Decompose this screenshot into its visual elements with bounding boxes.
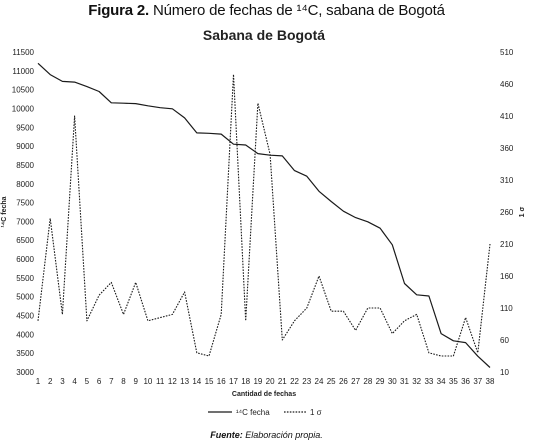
y-left-tick-label: 10500 (12, 86, 35, 95)
y-left-tick-label: 11000 (12, 67, 34, 76)
series-line-c14-fecha (37, 62, 491, 368)
y-left-tick-label: 11500 (12, 48, 34, 57)
y-left-tick-label: 7500 (16, 199, 34, 208)
x-tick-label: 30 (388, 377, 397, 386)
legend-label-sigma: 1 σ (310, 408, 322, 417)
x-tick-label: 29 (376, 377, 385, 386)
source-note: Fuente: Elaboración propia. (0, 430, 533, 440)
x-tick-label: 17 (229, 377, 238, 386)
x-tick-label: 9 (134, 377, 139, 386)
x-tick-label: 32 (412, 377, 421, 386)
x-tick-label: 37 (473, 377, 482, 386)
x-tick-label: 36 (461, 377, 470, 386)
chart-title: Sabana de Bogotá (203, 27, 325, 43)
y-left-tick-label: 8000 (16, 180, 34, 189)
y-right-tick-label: 60 (500, 336, 509, 345)
y-left-tick-label: 3000 (16, 368, 34, 377)
x-tick-label: 6 (97, 377, 102, 386)
x-tick-label: 11 (156, 377, 165, 386)
y-right-tick-label: 210 (500, 240, 514, 249)
figure-caption-text: Número de fechas de ¹⁴C, sabana de Bogot… (152, 2, 445, 19)
y-left-tick-label: 3500 (16, 349, 34, 358)
y-right-tick-label: 110 (500, 304, 513, 313)
y-right-tick-label: 360 (500, 144, 514, 153)
x-tick-label: 31 (400, 377, 409, 386)
y-left-axis-label: ¹⁴C fecha (1, 196, 8, 227)
x-tick-label: 20 (266, 377, 275, 386)
x-tick-label: 5 (85, 377, 90, 386)
y-right-tick-label: 510 (500, 48, 514, 57)
y-right-tick-label: 460 (500, 80, 514, 89)
y-right-tick-label: 310 (500, 176, 514, 185)
y-right-tick-label: 410 (500, 112, 514, 121)
x-tick-label: 15 (205, 377, 214, 386)
figure-caption: Figura 2. Número de fechas de ¹⁴C, saban… (0, 2, 533, 19)
x-tick-label: 8 (121, 377, 126, 386)
x-tick-label: 24 (315, 377, 324, 386)
x-tick-label: 3 (60, 377, 65, 386)
y-left-tick-label: 6000 (16, 255, 34, 264)
x-tick-label: 16 (217, 377, 226, 386)
source-text: Elaboración propia. (245, 430, 323, 440)
x-tick-label: 34 (437, 377, 446, 386)
x-tick-label: 27 (351, 377, 360, 386)
y-right-tick-label: 260 (500, 208, 514, 217)
x-tick-label: 12 (168, 377, 177, 386)
x-tick-label: 13 (180, 377, 189, 386)
y-left-tick-label: 9000 (16, 142, 34, 151)
y-left-tick-label: 4000 (16, 330, 34, 339)
x-tick-label: 14 (192, 377, 201, 386)
x-tick-label: 2 (48, 377, 53, 386)
x-tick-label: 23 (302, 377, 311, 386)
x-tick-label: 22 (290, 377, 299, 386)
y-left-tick-label: 10000 (12, 104, 35, 113)
x-tick-label: 19 (253, 377, 262, 386)
x-tick-label: 26 (339, 377, 348, 386)
y-left-tick-label: 6500 (16, 236, 34, 245)
y-left-tick-label: 4500 (16, 312, 34, 321)
x-tick-label: 10 (143, 377, 152, 386)
x-tick-label: 18 (241, 377, 250, 386)
x-tick-label: 25 (327, 377, 336, 386)
x-tick-label: 21 (278, 377, 287, 386)
y-left-tick-label: 9500 (16, 123, 34, 132)
legend-label-c14-fecha: ¹⁴C fecha (236, 408, 270, 417)
x-tick-label: 33 (424, 377, 433, 386)
y-right-axis-label: 1 σ (519, 206, 526, 217)
x-axis-label: Cantidad de fechas (232, 391, 296, 398)
series-line-sigma (37, 73, 491, 357)
y-left-tick-label: 7000 (16, 217, 34, 226)
y-right-tick-label: 160 (500, 272, 514, 281)
y-left-tick-label: 8500 (16, 161, 34, 170)
x-tick-label: 7 (109, 377, 114, 386)
x-tick-label: 4 (72, 377, 77, 386)
x-tick-label: 1 (36, 377, 41, 386)
y-left-tick-label: 5000 (16, 293, 34, 302)
x-tick-label: 28 (363, 377, 372, 386)
x-tick-label: 35 (449, 377, 458, 386)
figure-label: Figura 2. (88, 2, 149, 19)
x-tick-label: 38 (486, 377, 495, 386)
source-label: Fuente: (210, 430, 243, 440)
y-left-tick-label: 5500 (16, 274, 34, 283)
y-right-tick-label: 10 (500, 368, 509, 377)
